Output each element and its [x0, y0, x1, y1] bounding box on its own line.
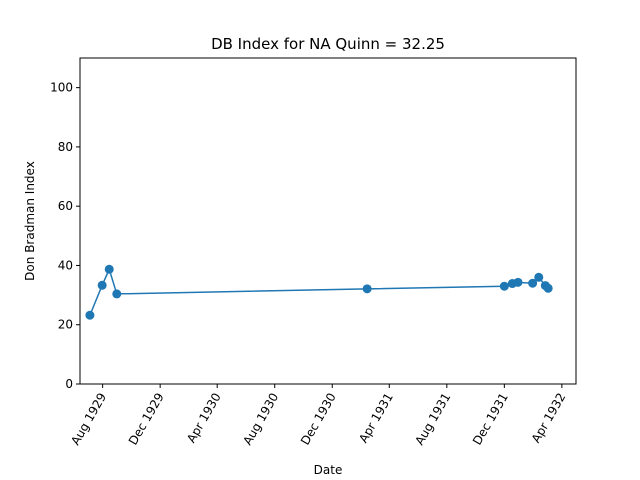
data-point: [104, 264, 114, 274]
data-point: [112, 289, 122, 299]
y-tick-label: 100: [50, 81, 73, 95]
y-tick-label: 80: [58, 140, 73, 154]
data-point: [499, 281, 509, 291]
y-tick-label: 40: [58, 258, 73, 272]
data-point: [513, 277, 523, 287]
y-tick-label: 20: [58, 318, 73, 332]
chart-title: DB Index for NA Quinn = 32.25: [211, 35, 445, 53]
data-point: [528, 278, 538, 288]
y-tick-label: 0: [65, 377, 73, 391]
x-axis-label: Date: [314, 463, 343, 477]
y-axis-ticks: 0 20 40 60 80 100: [50, 81, 80, 391]
y-axis-label: Don Bradman Index: [23, 161, 37, 281]
data-point: [85, 310, 95, 320]
data-point: [97, 280, 107, 290]
data-point: [362, 284, 372, 294]
y-tick-label: 60: [58, 199, 73, 213]
data-point: [534, 272, 544, 282]
data-point: [543, 283, 553, 293]
series-layer: [85, 264, 553, 320]
plot-area-frame: [79, 57, 577, 385]
